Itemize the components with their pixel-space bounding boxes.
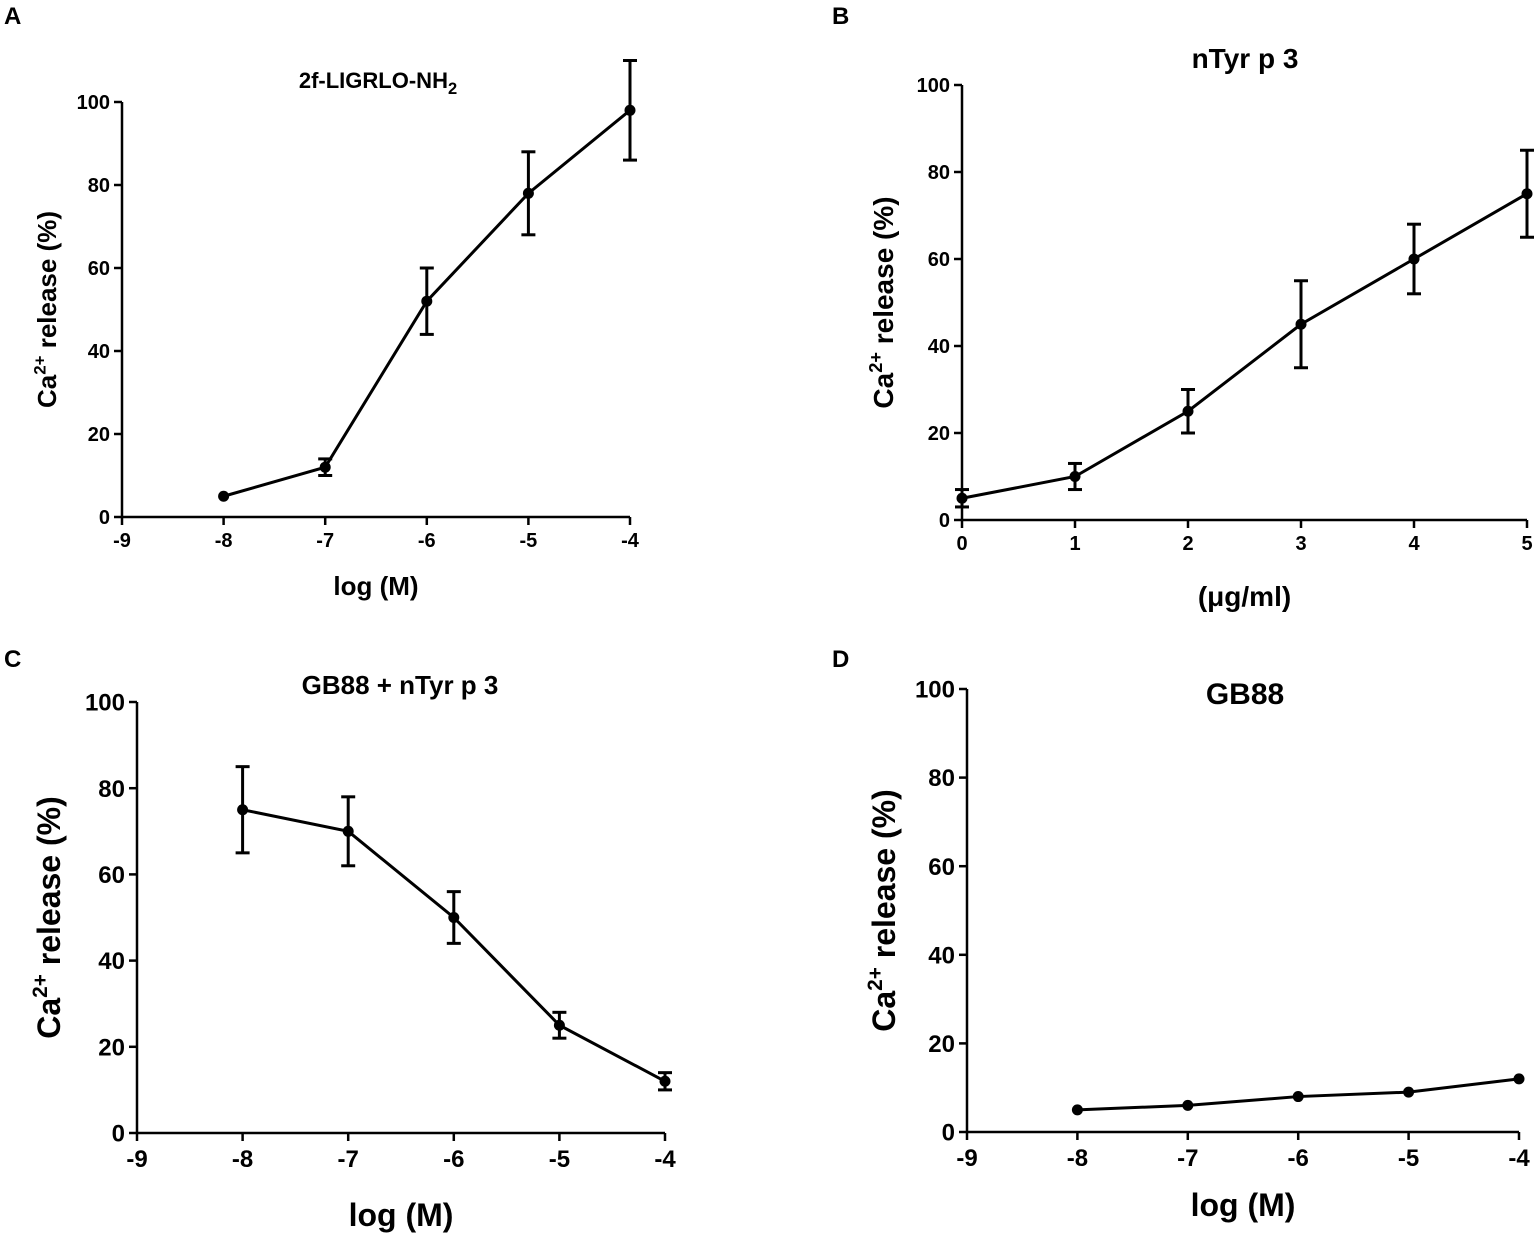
panel-letter: B — [832, 3, 849, 30]
y-tick-label: 60 — [88, 258, 110, 280]
data-point — [342, 825, 354, 837]
data-point — [1292, 1091, 1304, 1103]
y-tick-label: 0 — [939, 510, 950, 532]
panel-c: C GB88 + nTyr p 3 0 20 40 60 80 100 -9 -8 -7 -6 -5 -4… — [4, 646, 676, 1233]
y-tick-label: 80 — [928, 765, 955, 792]
y-tick-label: 40 — [98, 948, 125, 975]
x-tick-label: -4 — [654, 1146, 676, 1173]
y-tick-label: 80 — [928, 162, 950, 184]
y-tick-label: 40 — [928, 942, 955, 969]
data-point — [553, 1019, 565, 1031]
x-tick-label: -7 — [338, 1146, 359, 1173]
x-tick-label: -6 — [443, 1146, 464, 1173]
y-tick-label: 40 — [88, 341, 110, 363]
x-axis-label: log (M) — [1191, 1187, 1296, 1223]
y-tick-label: 20 — [928, 423, 950, 445]
data-point — [1069, 471, 1081, 482]
y-tick-label: 0 — [99, 507, 110, 529]
panel-letter: A — [4, 3, 21, 30]
x-tick-label: 2 — [1182, 533, 1193, 555]
x-tick-label: -9 — [956, 1145, 977, 1172]
data-point — [624, 104, 636, 116]
data-point — [448, 912, 460, 923]
chart-title: nTyr p 3 — [1192, 43, 1299, 74]
x-tick-label: 1 — [1069, 533, 1080, 555]
x-tick-label: -8 — [1067, 1145, 1088, 1172]
x-axis-label: log (M) — [349, 1197, 454, 1233]
x-tick-label: 3 — [1295, 533, 1306, 555]
x-tick-label: -7 — [1177, 1145, 1198, 1172]
data-point — [218, 490, 230, 502]
x-tick-label: 0 — [956, 533, 967, 555]
y-tick-label: 40 — [928, 336, 950, 358]
y-tick-label: 60 — [928, 249, 950, 271]
y-tick-label: 60 — [98, 862, 125, 889]
data-point — [421, 295, 433, 307]
y-tick-label: 20 — [98, 1034, 125, 1061]
panel-letter: D — [832, 646, 849, 673]
y-tick-label: 100 — [85, 690, 125, 717]
data-point — [1182, 1099, 1194, 1111]
y-tick-label: 0 — [942, 1120, 955, 1147]
x-tick-label: -5 — [549, 1146, 570, 1173]
y-tick-label: 0 — [112, 1121, 125, 1148]
x-tick-label: -9 — [113, 530, 131, 552]
x-tick-label: -6 — [418, 530, 436, 552]
x-tick-label: -7 — [316, 530, 334, 552]
data-point — [1521, 188, 1533, 200]
series-line — [242, 808, 666, 1083]
panel-d: D GB88 0 20 40 60 80 100 -9 -8 -7 -6 -5 -4 log (M) Ca2+… — [832, 646, 1530, 1223]
x-tick-label: -8 — [215, 530, 233, 552]
y-axis-label: Ca2+ release (%) — [29, 796, 67, 1039]
data-point — [956, 492, 968, 504]
x-tick-label: 4 — [1408, 533, 1420, 555]
data-point — [1408, 253, 1420, 265]
series-line — [961, 192, 1528, 500]
x-tick-label: -8 — [232, 1146, 253, 1173]
x-tick-label: -9 — [126, 1146, 147, 1173]
x-axis-label: (μg/ml) — [1198, 581, 1291, 612]
y-axis-label: Ca2+ release (%) — [866, 196, 899, 408]
data-point — [1071, 1104, 1083, 1116]
data-point — [1403, 1086, 1415, 1098]
data-point — [319, 461, 331, 473]
chart-title: GB88 + nTyr p 3 — [302, 670, 499, 700]
data-point — [522, 187, 534, 199]
x-tick-label: -6 — [1288, 1145, 1309, 1172]
x-tick-label: -5 — [1398, 1145, 1419, 1172]
data-point — [1513, 1073, 1525, 1085]
x-tick-label: -4 — [621, 530, 640, 552]
data-point — [237, 804, 249, 816]
y-axis-label: Ca2+ release (%) — [864, 789, 902, 1032]
panel-letter: C — [4, 646, 21, 673]
x-axis-label: log (M) — [333, 571, 418, 601]
chart-title: 2f-LIGRLO-NH2 — [299, 68, 457, 98]
panel-a: A 2f-LIGRLO-NH2 0 20 40 60 80 100 -9 -8 -7 -6 -5 -4 lo… — [4, 3, 640, 601]
y-tick-label: 80 — [88, 175, 110, 197]
x-tick-label: -4 — [1508, 1145, 1530, 1172]
y-tick-label: 20 — [88, 424, 110, 446]
data-point — [659, 1075, 671, 1087]
y-tick-label: 100 — [917, 75, 950, 97]
y-tick-label: 100 — [77, 92, 110, 114]
x-tick-label: 5 — [1521, 533, 1532, 555]
y-tick-label: 80 — [98, 776, 125, 803]
x-tick-label: -5 — [520, 530, 538, 552]
y-tick-label: 100 — [915, 677, 955, 704]
y-tick-label: 60 — [928, 854, 955, 881]
data-point — [1182, 405, 1194, 417]
chart-title: GB88 — [1206, 678, 1284, 711]
y-axis-label: Ca2+ release (%) — [31, 211, 62, 408]
y-tick-label: 20 — [928, 1031, 955, 1058]
data-point — [1295, 318, 1307, 330]
